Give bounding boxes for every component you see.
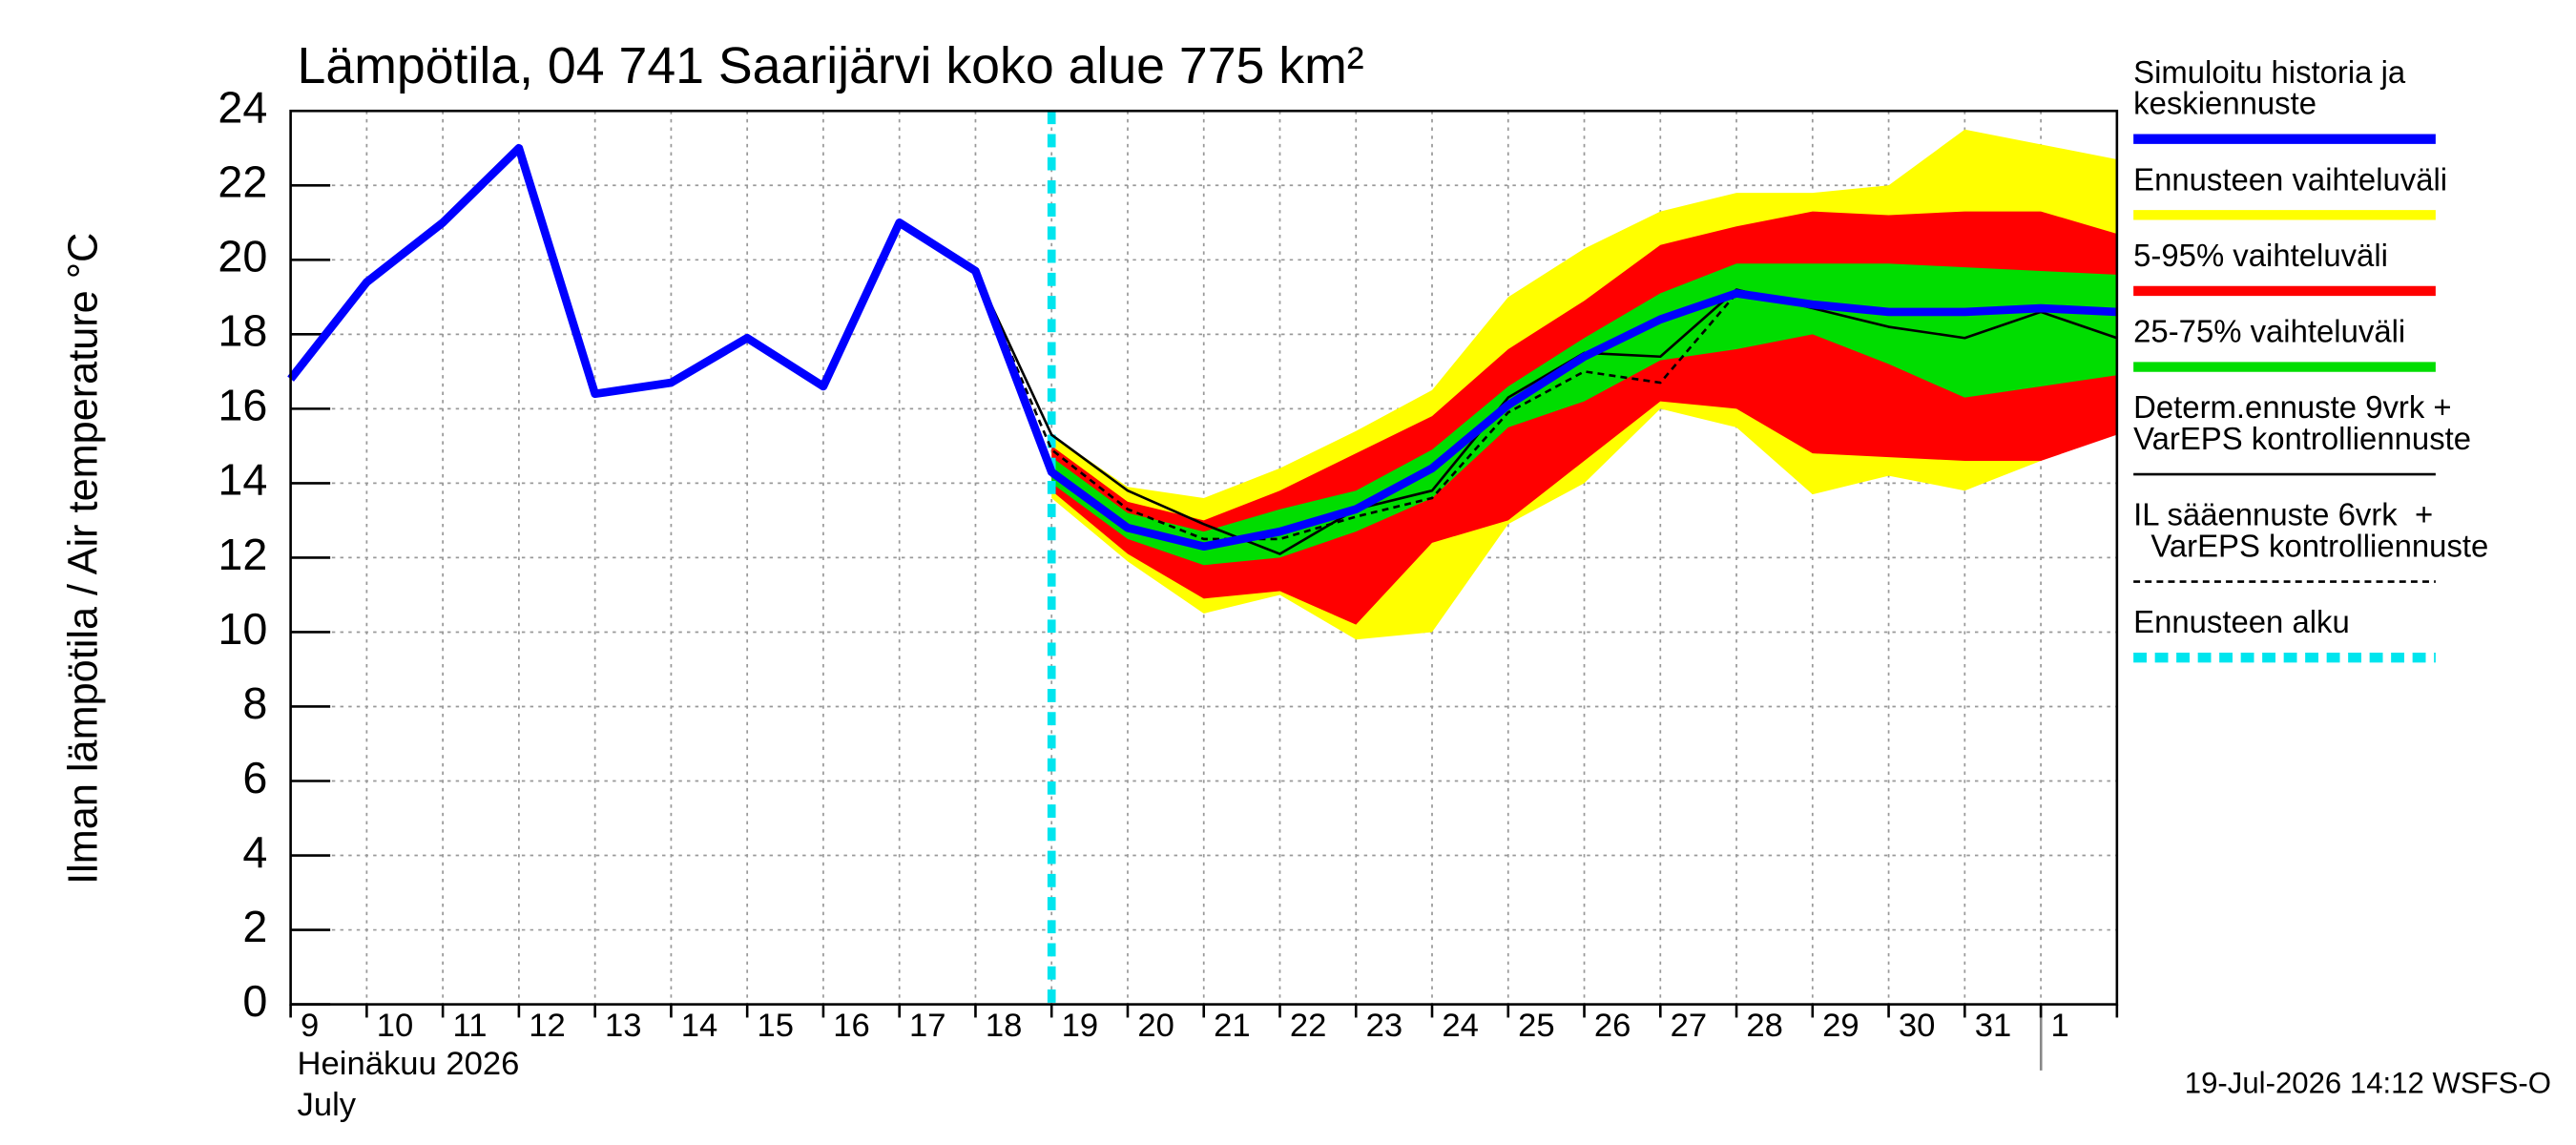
x-tick-label: 14 — [681, 1008, 718, 1044]
footer: 19-Jul-2026 14:12 WSFS-O — [2185, 1067, 2551, 1100]
plot-frame — [289, 109, 2119, 1006]
y-tick-label: 14 — [218, 455, 267, 505]
x-tick-label: 13 — [605, 1008, 642, 1044]
x-tick-label: 30 — [1899, 1008, 1935, 1044]
series-line — [898, 221, 2118, 555]
x-tick-label: 22 — [1290, 1008, 1327, 1044]
legend-label: Ennusteen alku — [2133, 604, 2350, 639]
x-axis-label: Heinäkuu 2026 — [298, 1046, 520, 1082]
x-tick-label: 12 — [529, 1008, 566, 1044]
x-tick-label: 10 — [377, 1008, 414, 1044]
y-tick-label: 22 — [218, 157, 267, 207]
x-tick-label: 28 — [1746, 1008, 1782, 1044]
y-tick-label: 2 — [242, 902, 267, 951]
legend-label: keskiennuste — [2133, 86, 2316, 121]
x-tick-label: 24 — [1442, 1008, 1479, 1044]
x-tick-label: 27 — [1671, 1008, 1708, 1044]
x-tick-label: 11 — [453, 1008, 488, 1044]
legend-label: 5-95% vaihteluväli — [2133, 238, 2388, 273]
series-line — [287, 143, 2118, 552]
x-tick-label: 1 — [2050, 1008, 2068, 1044]
y-tick-label: 18 — [218, 306, 267, 356]
x-tick-label: 29 — [1822, 1008, 1859, 1044]
legend-label: Ennusteen vaihteluväli — [2133, 161, 2447, 197]
x-tick-label: 21 — [1214, 1008, 1251, 1044]
x-tick-label: 26 — [1594, 1008, 1631, 1044]
y-tick-label: 16 — [218, 381, 267, 430]
legend-label: IL sääennuste 6vrk + — [2133, 497, 2433, 532]
legend-label: VarEPS kontrolliennuste — [2133, 529, 2488, 564]
series-line — [974, 270, 1738, 541]
y-tick-label: 0 — [242, 976, 267, 1026]
x-axis-label: July — [298, 1087, 357, 1123]
legend-label: 25-75% vaihteluväli — [2133, 314, 2405, 349]
y-tick-label: 6 — [242, 753, 267, 802]
legend-label: Simuloitu historia ja — [2133, 54, 2406, 90]
x-tick-label: 15 — [758, 1008, 795, 1044]
x-tick-label: 16 — [833, 1008, 870, 1044]
x-tick-label: 17 — [909, 1008, 946, 1044]
y-tick-label: 8 — [242, 678, 267, 728]
y-tick-label: 10 — [218, 604, 267, 654]
x-tick-label: 23 — [1366, 1008, 1403, 1044]
range-band — [1051, 263, 2117, 566]
y-tick-label: 4 — [242, 827, 267, 877]
x-tick-label: 20 — [1137, 1008, 1174, 1044]
y-tick-label: 20 — [218, 232, 267, 281]
x-tick-label: 9 — [301, 1008, 319, 1044]
y-tick-label: 24 — [218, 83, 267, 133]
legend-label: Determ.ennuste 9vrk + — [2133, 389, 2451, 425]
y-axis-label: Ilman lämpötila / Air temperature °C — [60, 233, 106, 885]
chart-title: Lämpötila, 04 741 Saarijärvi koko alue 7… — [298, 37, 1364, 94]
x-tick-label: 31 — [1975, 1008, 2011, 1044]
legend-label: VarEPS kontrolliennuste — [2133, 421, 2471, 456]
x-tick-label: 19 — [1062, 1008, 1099, 1044]
x-tick-label: 25 — [1518, 1008, 1555, 1044]
y-tick-label: 12 — [218, 530, 267, 579]
x-tick-label: 18 — [986, 1008, 1023, 1044]
